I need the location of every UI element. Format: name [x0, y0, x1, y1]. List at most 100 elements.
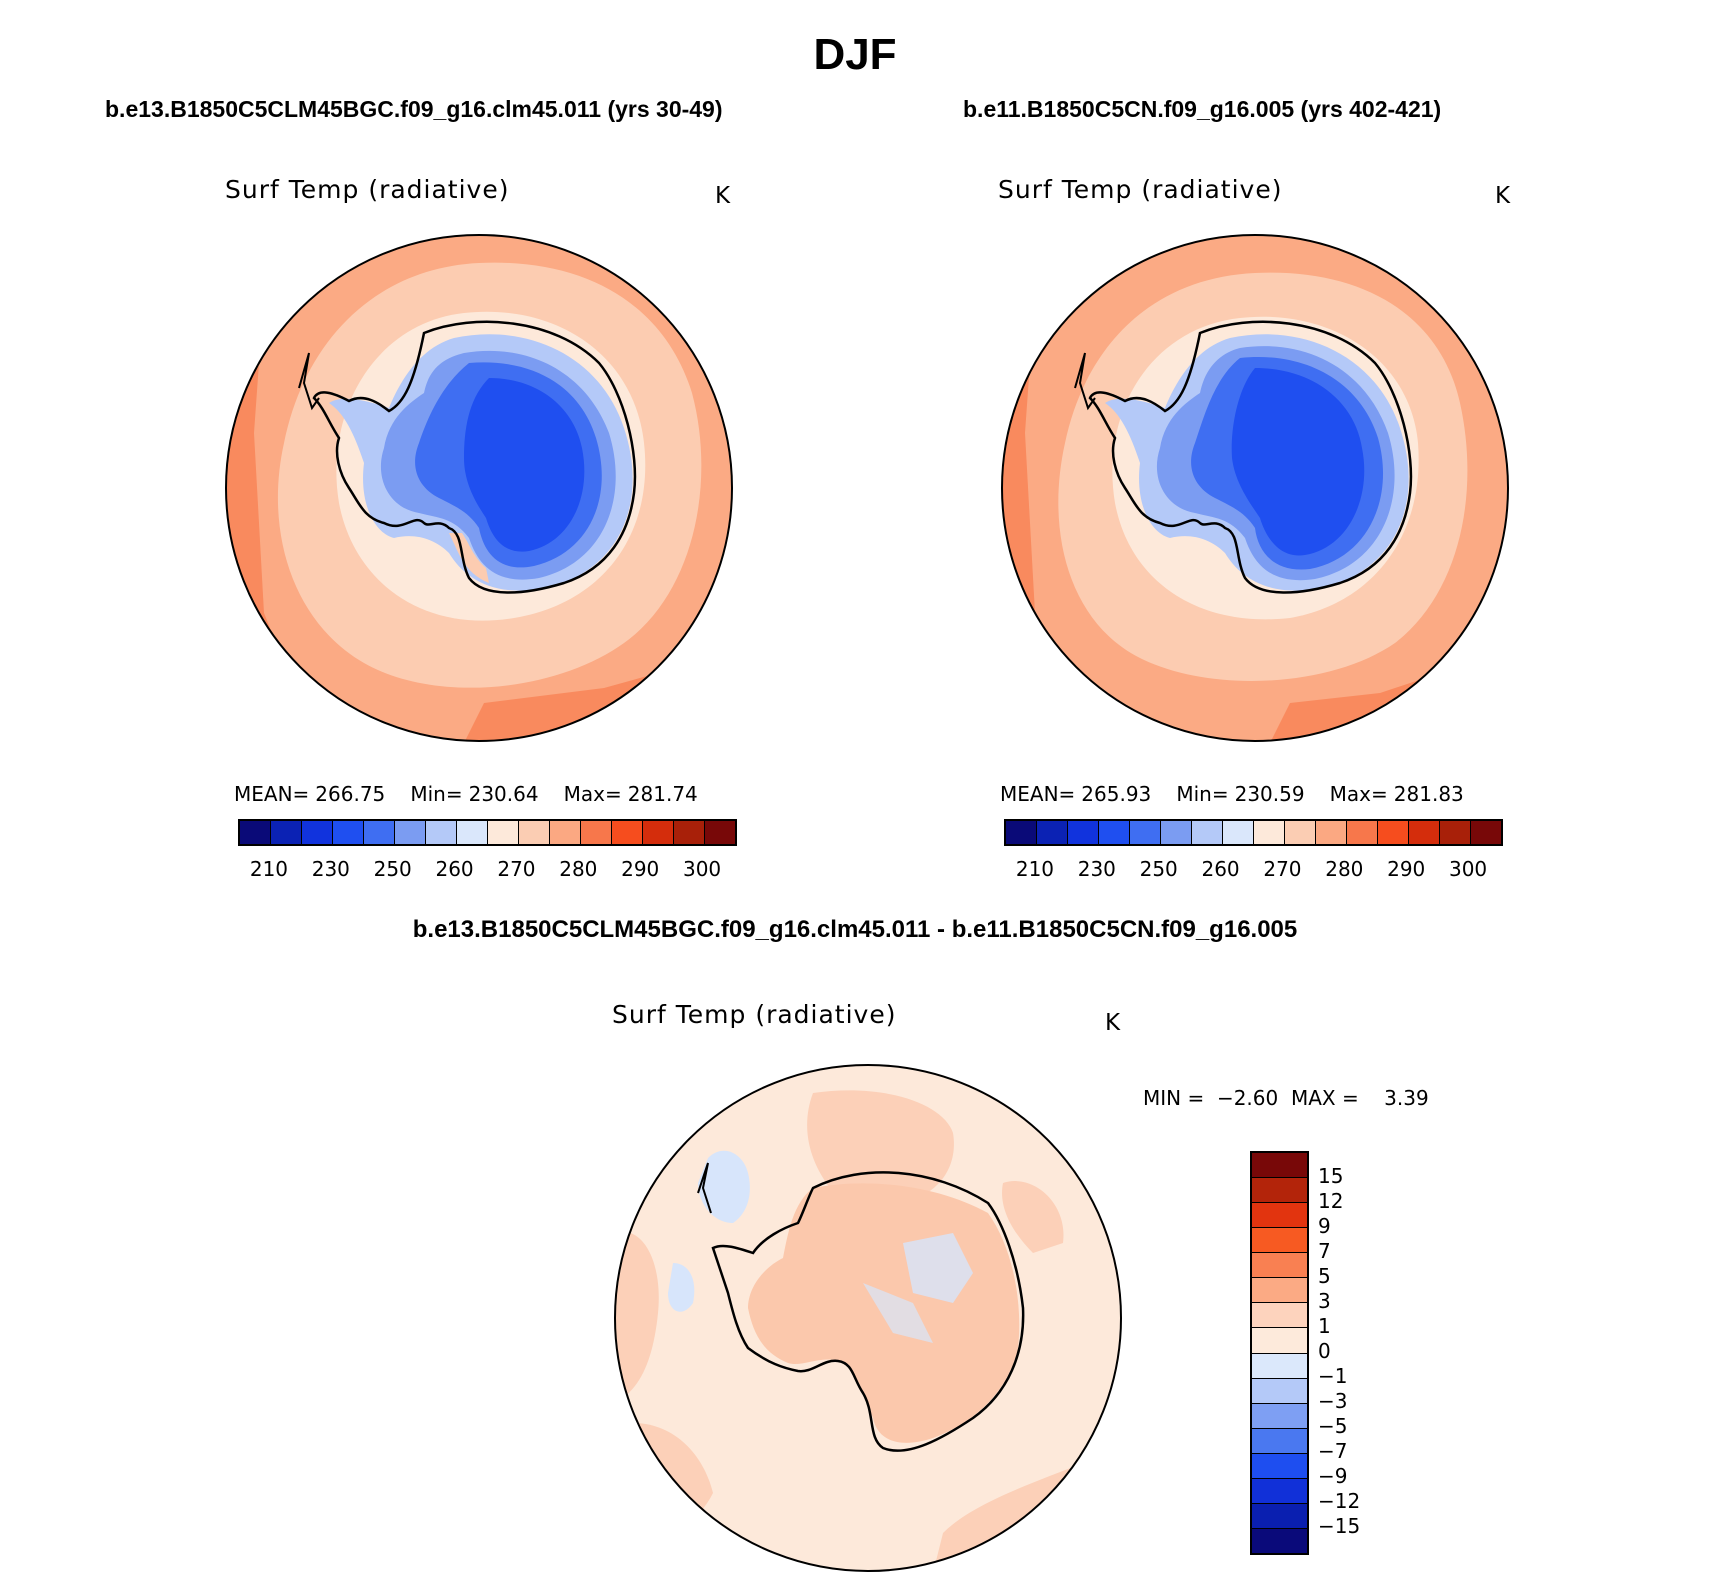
colorbar-tick-label: 260 — [435, 857, 474, 881]
colorbar-right — [1004, 819, 1503, 846]
colorbar-labels-left: 210 230 250 260 270 280 290 300 — [238, 857, 733, 881]
colorbar-swatch — [1252, 1378, 1307, 1404]
colorbar-tick-label: −12 — [1318, 1489, 1361, 1513]
colorbar-swatch — [1252, 1403, 1307, 1429]
colorbar-left — [238, 819, 737, 846]
mean-label: MEAN= — [234, 782, 310, 806]
colorbar-swatch — [1252, 1328, 1307, 1354]
colorbar-tick-label: 210 — [1015, 857, 1055, 881]
colorbar-tick-label: 280 — [1325, 857, 1364, 881]
difference-title: b.e13.B1850C5CLM45BGC.f09_g16.clm45.011 … — [412, 916, 1298, 943]
diff-neg-patch — [668, 1263, 695, 1312]
colorbar-swatch — [705, 821, 735, 844]
colorbar-swatch — [1316, 821, 1347, 844]
colorbar-swatch — [1252, 1278, 1307, 1304]
colorbar-swatch — [1378, 821, 1409, 844]
colorbar-tick-label: 290 — [621, 857, 660, 881]
diff-pos-patch — [615, 1231, 659, 1403]
colorbar-tick-label: 0 — [1318, 1339, 1331, 1363]
colorbar-swatch — [1252, 1478, 1307, 1504]
colorbar-swatch — [612, 821, 643, 844]
mean-label: MEAN= — [1000, 782, 1076, 806]
page-title: DJF — [813, 30, 897, 79]
case-title-left: b.e13.B1850C5CLM45BGC.f09_g16.clm45.011 … — [105, 96, 723, 122]
colorbar-swatch — [1440, 821, 1471, 844]
stats-left: MEAN= 266.75 Min= 230.64 Max= 281.74 — [234, 782, 704, 806]
max-label: MAX = — [1290, 1086, 1359, 1110]
diff-neg-patch — [698, 1150, 750, 1223]
colorbar-tick-label: −5 — [1318, 1414, 1348, 1438]
colorbar-swatch — [1252, 1178, 1307, 1204]
units-label-right: K — [1495, 183, 1511, 209]
case-title-right: b.e11.B1850C5CN.f09_g16.005 (yrs 402-421… — [963, 96, 1442, 122]
min-value: −2.60 — [1216, 1086, 1279, 1110]
colorbar-tick-label: −15 — [1318, 1514, 1361, 1538]
colorbar-diff — [1250, 1151, 1309, 1555]
colorbar-tick-label: 210 — [249, 857, 289, 881]
colorbar-tick-label: 260 — [1201, 857, 1240, 881]
max-value: 281.83 — [1393, 782, 1464, 806]
colorbar-swatch — [1252, 1353, 1307, 1379]
colorbar-swatch — [1192, 821, 1223, 844]
colorbar-swatch — [302, 821, 333, 844]
colorbar-tick-label: 15 — [1318, 1164, 1344, 1188]
colorbar-swatch — [395, 821, 426, 844]
colorbar-tick-label: 250 — [1139, 857, 1178, 881]
colorbar-labels-diff: 15 12 9 7 5 3 1 0 −1 −3 −5 −7 −9 −12 −15 — [1318, 1151, 1408, 1551]
colorbar-tick-label: 280 — [559, 857, 598, 881]
ross-ice-shelf — [449, 533, 489, 583]
variable-label-diff: Surf Temp (radiative) — [612, 1000, 897, 1029]
min-value: 230.59 — [1234, 782, 1305, 806]
variable-label-right: Surf Temp (radiative) — [998, 175, 1283, 204]
units-label-left: K — [715, 183, 731, 209]
min-value: 230.64 — [468, 782, 539, 806]
colorbar-swatch — [1006, 821, 1037, 844]
colorbar-swatch — [1223, 821, 1254, 844]
colorbar-tick-label: 300 — [682, 857, 722, 881]
mean-value: 266.75 — [315, 782, 386, 806]
colorbar-swatch — [1130, 821, 1161, 844]
colorbar-tick-label: 230 — [1077, 857, 1116, 881]
colorbar-tick-label: 300 — [1448, 857, 1488, 881]
colorbar-tick-label: 250 — [373, 857, 412, 881]
colorbar-swatch — [457, 821, 488, 844]
colorbar-tick-label: 7 — [1318, 1239, 1331, 1263]
colorbar-swatch — [1037, 821, 1068, 844]
colorbar-swatch — [643, 821, 674, 844]
peninsula-outline — [697, 1162, 712, 1214]
max-label: Max= — [563, 782, 622, 806]
colorbar-tick-label: 290 — [1387, 857, 1426, 881]
max-value: 3.39 — [1384, 1086, 1429, 1110]
colorbar-tick-label: −7 — [1318, 1439, 1348, 1463]
peninsula-outline — [1074, 352, 1096, 411]
diff-neg-patch — [863, 1283, 933, 1343]
colorbar-swatch — [1099, 821, 1130, 844]
max-value: 281.74 — [627, 782, 698, 806]
min-label: MIN = — [1143, 1086, 1205, 1110]
map-border — [225, 234, 733, 742]
colorbar-tick-label: 270 — [497, 857, 536, 881]
mean-value: 265.93 — [1081, 782, 1152, 806]
colorbar-tick-label: 12 — [1318, 1189, 1344, 1213]
colorbar-swatch — [271, 821, 302, 844]
stats-right: MEAN= 265.93 Min= 230.59 Max= 281.83 — [1000, 782, 1470, 806]
peninsula-outline — [298, 352, 320, 411]
colorbar-tick-label: 1 — [1318, 1314, 1331, 1338]
colorbar-swatch — [581, 821, 612, 844]
colorbar-tick-label: 9 — [1318, 1214, 1331, 1238]
min-label: Min= — [410, 782, 463, 806]
colorbar-swatch — [1471, 821, 1501, 844]
colorbar-swatch — [1409, 821, 1440, 844]
colorbar-swatch — [674, 821, 705, 844]
colorbar-swatch — [1252, 1203, 1307, 1229]
colorbar-swatch — [1252, 1428, 1307, 1454]
colorbar-swatch — [1347, 821, 1378, 844]
colorbar-swatch — [488, 821, 519, 844]
colorbar-swatch — [1252, 1228, 1307, 1254]
variable-label-left: Surf Temp (radiative) — [225, 175, 510, 204]
colorbar-swatch — [550, 821, 581, 844]
colorbar-swatch — [1252, 1503, 1307, 1529]
colorbar-swatch — [519, 821, 550, 844]
diff-minmax: MIN = −2.60 MAX = 3.39 — [1143, 1086, 1429, 1110]
colorbar-swatch — [1252, 1303, 1307, 1329]
